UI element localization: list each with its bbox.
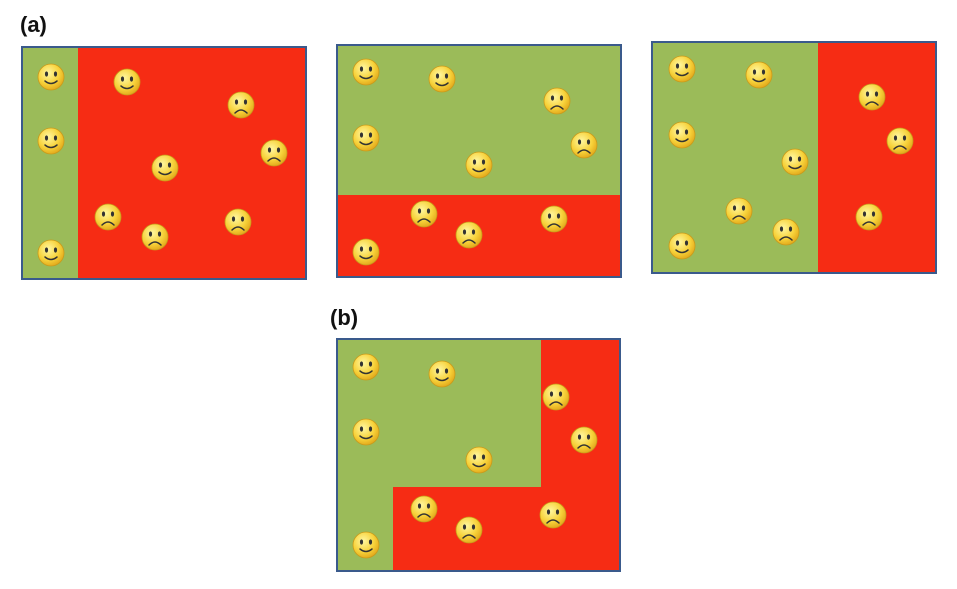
sad-face [772,218,800,246]
sad-face [858,83,886,111]
sad-face [539,501,567,529]
happy-face [151,154,179,182]
happy-face [113,68,141,96]
happy-face [428,360,456,388]
panel-label: (b) [330,305,358,330]
sad-face [455,221,483,249]
red-region [818,42,936,273]
happy-face [352,238,380,266]
happy-face [37,239,65,267]
sad-face [410,495,438,523]
happy-face [745,61,773,89]
frame [651,41,937,274]
happy-face [781,148,809,176]
sad-face [886,127,914,155]
happy-face [428,65,456,93]
frame [21,46,307,280]
happy-face [37,63,65,91]
panel [651,41,937,274]
sad-face [227,91,255,119]
panel [21,46,307,280]
sad-face [570,426,598,454]
sad-face [141,223,169,251]
happy-face [352,353,380,381]
sad-face [540,205,568,233]
sad-face [725,197,753,225]
frame [336,44,622,278]
sad-face [455,516,483,544]
panel [336,338,621,572]
happy-face [465,446,493,474]
sad-face [94,203,122,231]
happy-face [352,58,380,86]
happy-face [668,55,696,83]
sad-face [260,139,288,167]
sad-face [542,383,570,411]
sad-face [543,87,571,115]
panel-label: (a) [20,12,47,37]
sad-face [410,200,438,228]
happy-face [668,121,696,149]
panel [336,44,622,278]
frame [336,338,621,572]
happy-face [668,232,696,260]
happy-face [352,418,380,446]
sad-face [570,131,598,159]
sad-face [224,208,252,236]
happy-face [352,124,380,152]
happy-face [465,151,493,179]
happy-face [352,531,380,559]
happy-face [37,127,65,155]
sad-face [855,203,883,231]
